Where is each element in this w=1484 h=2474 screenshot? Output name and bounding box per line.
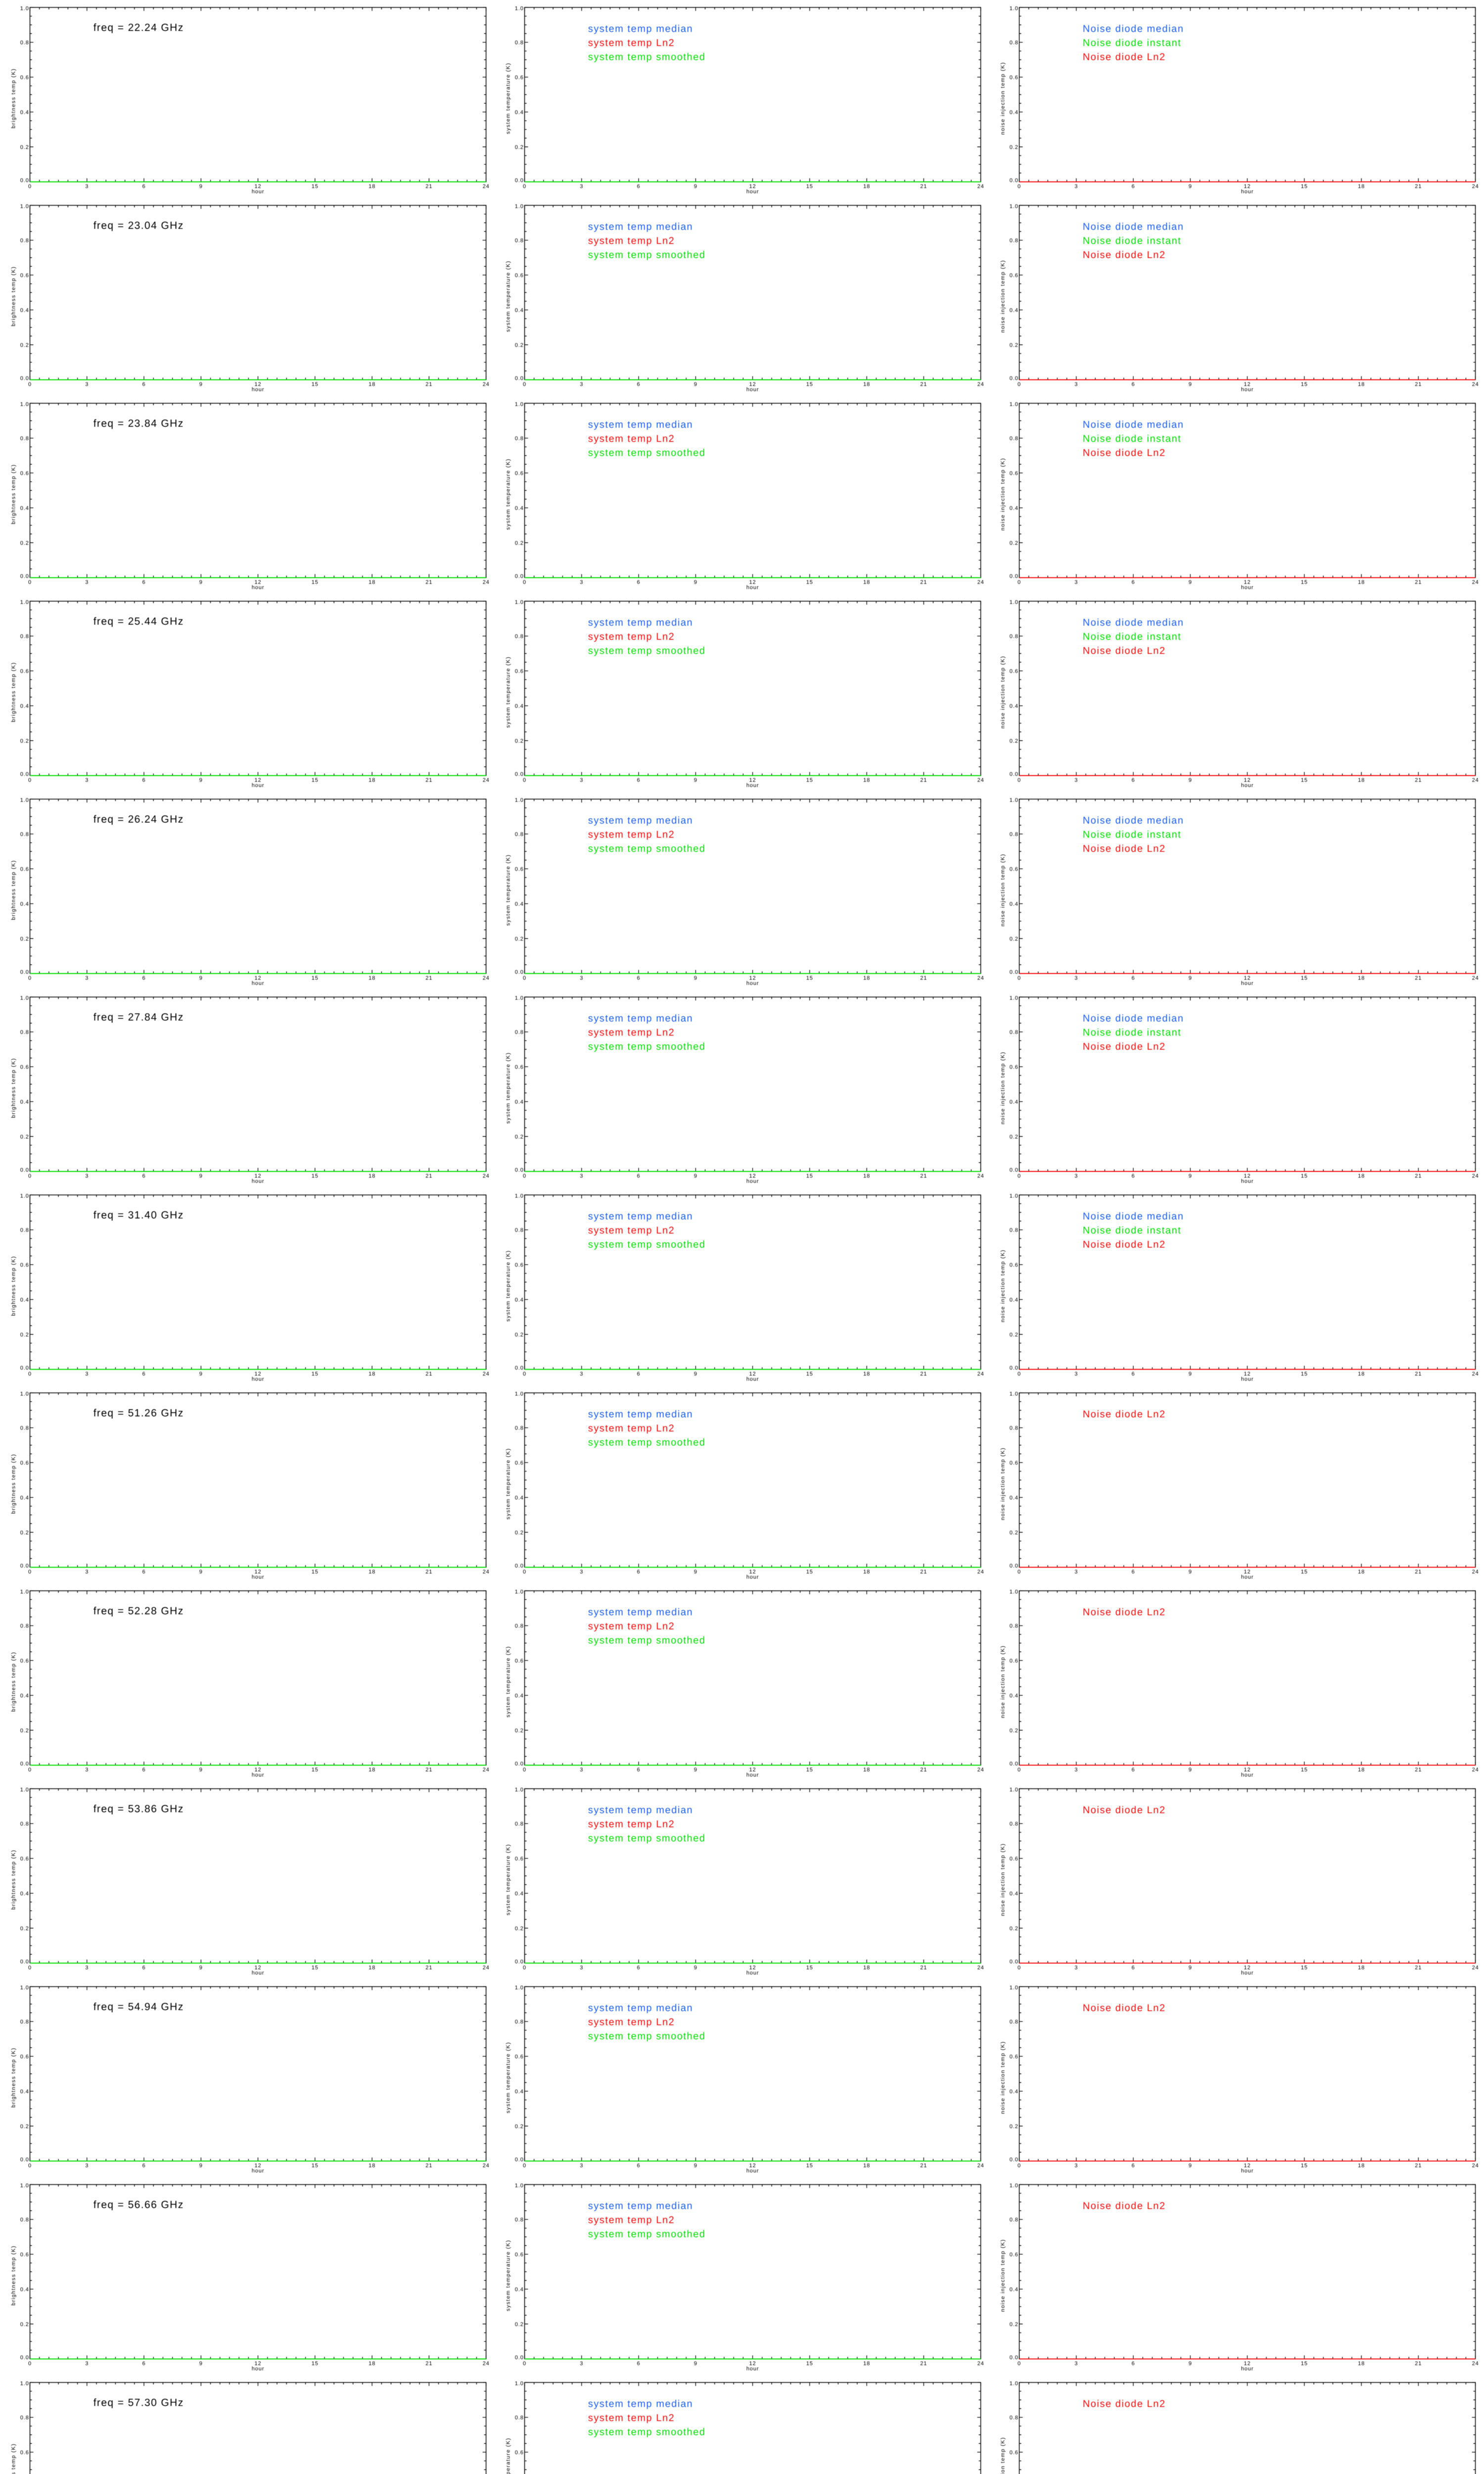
svg-text:freq = 26.24 GHz: freq = 26.24 GHz <box>93 814 184 825</box>
svg-text:freq = 57.30 GHz: freq = 57.30 GHz <box>93 2397 184 2409</box>
svg-text:freq = 31.40 GHz: freq = 31.40 GHz <box>93 1210 184 1221</box>
svg-text:freq = 52.28 GHz: freq = 52.28 GHz <box>93 1606 184 1617</box>
svg-text:freq = 23.04 GHz: freq = 23.04 GHz <box>93 220 184 232</box>
svg-text:freq = 23.84 GHz: freq = 23.84 GHz <box>93 418 184 429</box>
svg-text:freq = 51.26 GHz: freq = 51.26 GHz <box>93 1408 184 1419</box>
svg-text:freq = 54.94 GHz: freq = 54.94 GHz <box>93 2001 184 2013</box>
svg-text:freq = 56.66 GHz: freq = 56.66 GHz <box>93 2199 184 2211</box>
svg-text:freq = 25.44 GHz: freq = 25.44 GHz <box>93 616 184 627</box>
svg-text:freq = 27.84 GHz: freq = 27.84 GHz <box>93 1012 184 1023</box>
svg-text:freq = 53.86 GHz: freq = 53.86 GHz <box>93 1804 184 1815</box>
svg-text:freq = 22.24 GHz: freq = 22.24 GHz <box>93 22 184 34</box>
